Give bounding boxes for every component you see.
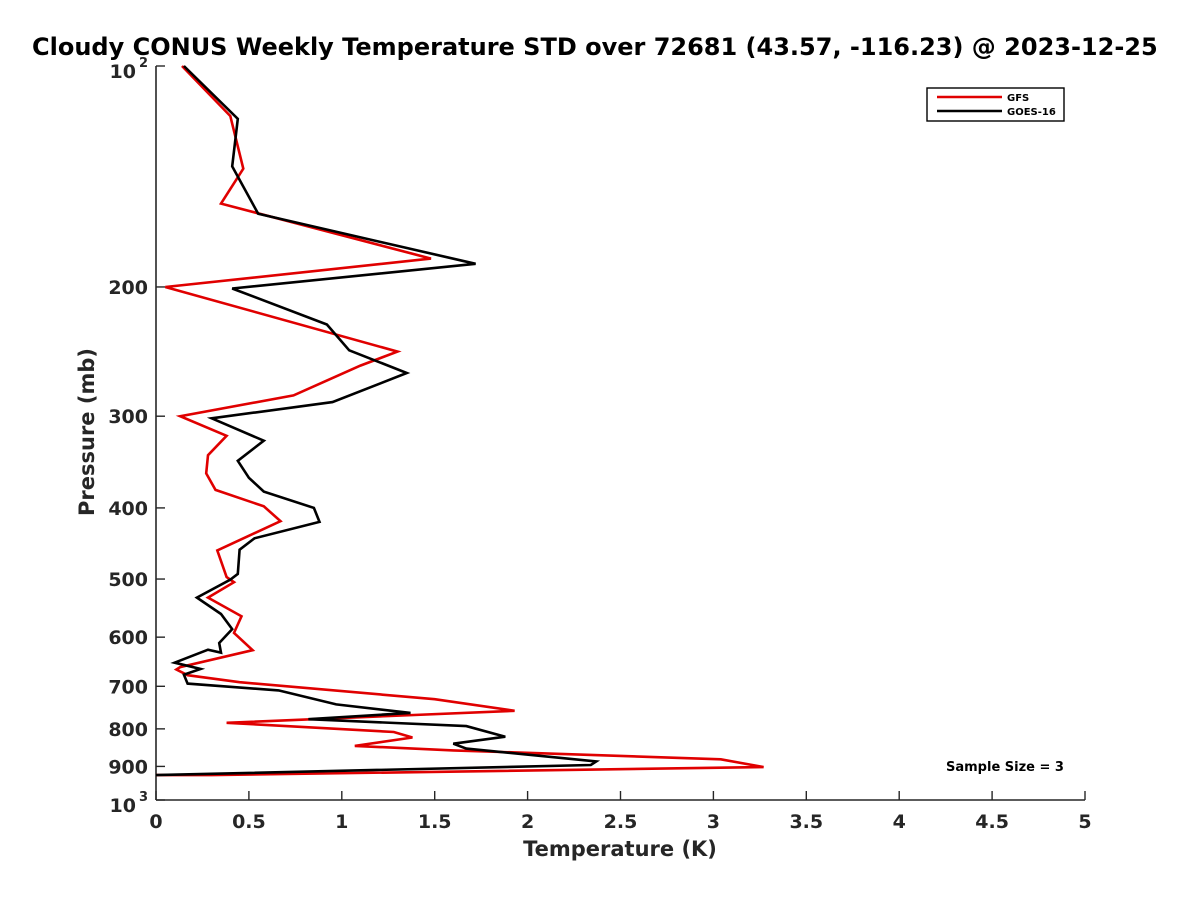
x-tick-label: 5 bbox=[1078, 811, 1091, 833]
x-tick-label: 1 bbox=[335, 811, 348, 833]
x-axis-label: Temperature (K) bbox=[523, 837, 717, 861]
y-tick-label: 10 bbox=[110, 795, 136, 817]
y-tick-exponent: 3 bbox=[139, 790, 148, 805]
y-tick-label: 800 bbox=[108, 719, 148, 741]
y-tick-label: 600 bbox=[108, 627, 148, 649]
legend-label: GOES-16 bbox=[1007, 107, 1056, 118]
legend: GFS GOES-16 bbox=[926, 87, 1065, 122]
y-tick-label: 400 bbox=[108, 498, 148, 520]
x-tick-label: 1.5 bbox=[418, 811, 452, 833]
legend-box bbox=[926, 87, 1065, 122]
x-tick-label: 4.5 bbox=[975, 811, 1009, 833]
y-tick-exponent: 2 bbox=[139, 56, 148, 71]
chart-title: Cloudy CONUS Weekly Temperature STD over… bbox=[32, 33, 1158, 61]
y-tick-label: 500 bbox=[108, 569, 148, 591]
x-tick-label: 0.5 bbox=[232, 811, 266, 833]
legend-label: GFS bbox=[1007, 93, 1029, 104]
axes: 0 0.5 1 1.5 2 2.5 3 3.5 4 4.5 510 22003004005006007… bbox=[108, 56, 1091, 833]
x-tick-label: 3.5 bbox=[789, 811, 823, 833]
x-tick-label: 3 bbox=[707, 811, 720, 833]
series-line-gfs bbox=[156, 65, 764, 777]
series-line-goes-16 bbox=[155, 65, 601, 777]
y-tick-label: 10 bbox=[110, 61, 136, 83]
y-tick-label: 200 bbox=[108, 277, 148, 299]
y-axis-label: Pressure (mb) bbox=[75, 348, 99, 516]
series-layer bbox=[155, 65, 764, 777]
x-tick-label: 2 bbox=[521, 811, 534, 833]
x-tick-label: 2.5 bbox=[604, 811, 638, 833]
x-tick-label: 0 bbox=[149, 811, 162, 833]
sample-size-annotation: Sample Size = 3 bbox=[946, 760, 1064, 775]
y-tick-label: 900 bbox=[108, 756, 148, 778]
y-tick-label: 700 bbox=[108, 676, 148, 698]
x-tick-label: 4 bbox=[893, 811, 906, 833]
y-tick-label: 300 bbox=[108, 406, 148, 428]
